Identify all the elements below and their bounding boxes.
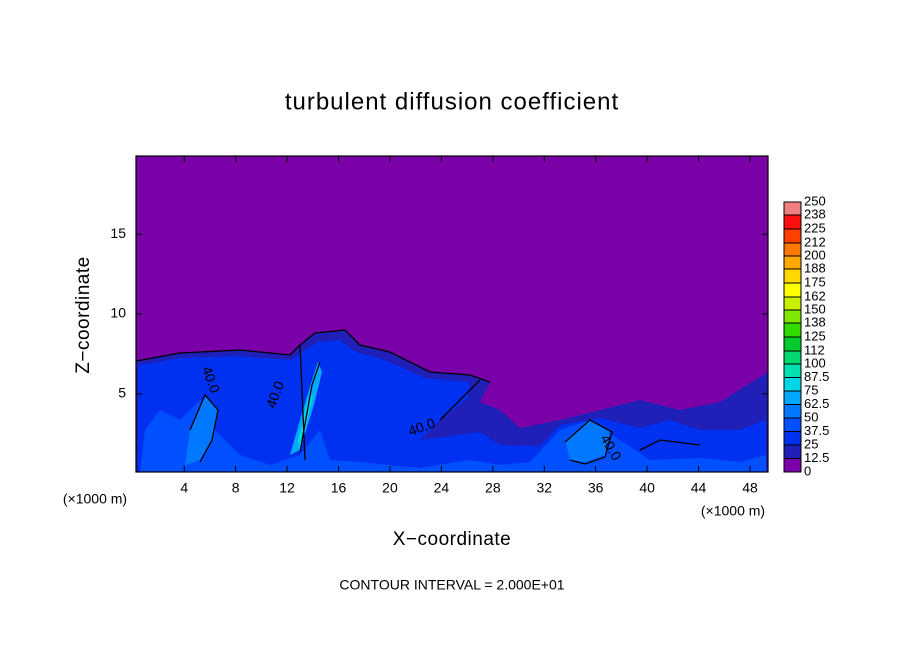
colorbar-swatch [784,364,801,378]
x-tick-label: 48 [742,480,758,496]
contour-line [135,329,701,465]
colorbar-label: 87.5 [804,369,829,384]
colorbar-swatch [784,404,801,418]
x-unit-label: (×1000 m) [63,491,127,507]
colorbar-swatch [784,445,801,459]
colorbar-swatch [784,322,801,337]
x-tick-label: 24 [434,480,450,496]
colorbar-swatch [784,418,801,432]
colorbar-label: 188 [804,260,826,275]
x-tick-label: 8 [232,480,240,496]
colorbar-label: 138 [804,314,826,329]
colorbar: 012.52537.55062.57587.510011212513815016… [783,193,829,478]
x-unit-label: (×1000 m) [701,503,765,519]
colorbar-swatch [784,458,801,472]
x-tick-label: 20 [382,480,398,496]
colorbar-swatch [784,256,801,269]
colorbar-swatch [784,229,801,244]
colorbar-swatch [784,391,801,405]
colorbar-swatch [784,431,801,445]
x-tick-label: 4 [180,480,188,496]
colorbar-swatch [784,202,801,215]
y-tick-label: 10 [110,305,126,321]
colorbar-label: 200 [804,247,826,262]
colorbar-label: 238 [804,206,826,221]
x-tick-label: 44 [691,480,707,496]
x-axis-label: X−coordinate [393,529,512,550]
colorbar-label: 175 [804,274,826,289]
x-tick-label: 32 [536,480,552,496]
colorbar-label: 112 [804,342,825,357]
colorbar-label: 150 [804,301,826,316]
colorbar-label: 125 [804,328,826,343]
colorbar-label: 25 [804,436,818,451]
chart-title: turbulent diffusion coefficient [285,88,619,115]
field [135,156,768,472]
colorbar-label: 162 [804,288,826,303]
colorbar-label: 100 [804,355,826,370]
x-tick-label: 36 [588,480,604,496]
colorbar-swatch [784,268,801,283]
colorbar-swatch [784,351,801,364]
colorbar-label: 212 [804,234,826,249]
x-tick-label: 28 [485,480,501,496]
x-tick-label: 12 [279,480,295,496]
colorbar-label: 250 [804,193,826,208]
y-tick-label: 15 [110,225,126,241]
x-tick-label: 16 [331,480,347,496]
colorbar-label: 50 [804,409,818,424]
colorbar-label: 12.5 [804,450,829,465]
colorbar-label: 62.5 [804,396,829,411]
footnote: CONTOUR INTERVAL = 2.000E+01 [339,577,564,593]
colorbar-label: 0 [804,463,811,478]
y-axis-label: Z−coordinate [73,256,94,373]
field-layer [185,395,218,465]
field-layer [140,400,766,472]
colorbar-swatch [784,297,801,310]
colorbar-swatch [784,243,801,256]
colorbar-swatch [784,337,801,352]
x-tick-label: 40 [639,480,655,496]
colorbar-swatch [784,377,801,391]
colorbar-swatch [784,310,801,323]
colorbar-swatch [784,214,801,229]
colorbar-label: 37.5 [804,423,829,438]
colorbar-label: 225 [804,220,826,235]
colorbar-swatch [784,283,801,298]
y-tick-label: 5 [118,385,126,401]
field-layer [565,420,610,462]
colorbar-label: 75 [804,382,818,397]
